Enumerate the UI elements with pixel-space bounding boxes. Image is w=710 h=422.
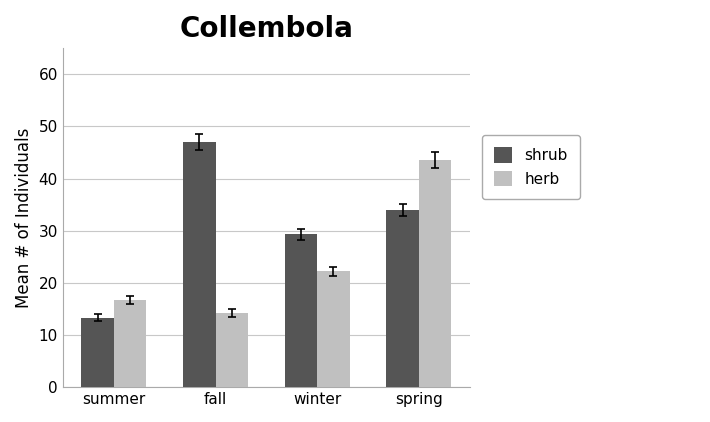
Y-axis label: Mean # of Individuals: Mean # of Individuals (15, 127, 33, 308)
Bar (82, 318, 114, 387)
Title: Collembola: Collembola (180, 15, 354, 43)
Bar (216, 313, 248, 387)
Bar (419, 160, 452, 387)
Legend: shrub, herb: shrub, herb (481, 135, 580, 199)
Bar (183, 142, 216, 387)
Bar (285, 234, 317, 387)
Bar (317, 271, 350, 387)
Bar (386, 210, 419, 387)
Bar (114, 300, 146, 387)
